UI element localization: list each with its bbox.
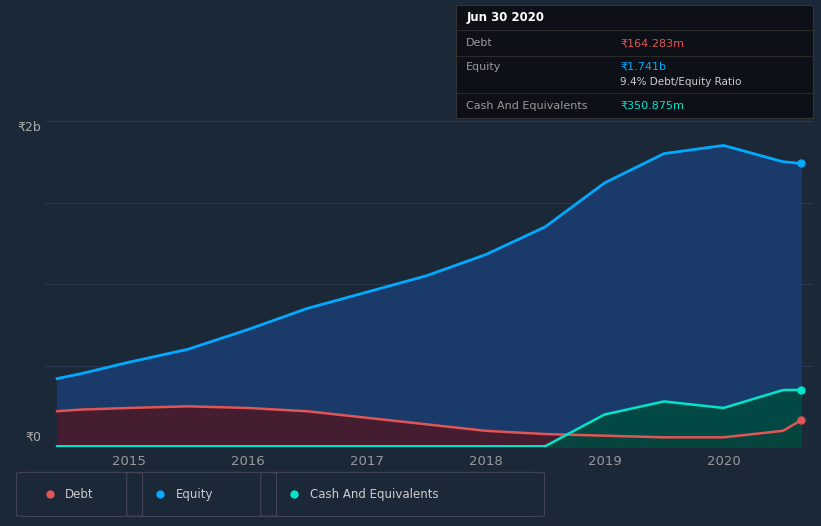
Text: 9.4% Debt/Equity Ratio: 9.4% Debt/Equity Ratio <box>620 77 741 87</box>
Text: Cash And Equivalents: Cash And Equivalents <box>466 101 588 111</box>
Text: ₹2b: ₹2b <box>17 121 41 134</box>
Text: Debt: Debt <box>466 38 493 48</box>
Text: ₹350.875m: ₹350.875m <box>620 101 684 111</box>
Text: ₹0: ₹0 <box>25 431 41 444</box>
Text: ₹164.283m: ₹164.283m <box>620 38 684 48</box>
Text: Cash And Equivalents: Cash And Equivalents <box>310 488 438 501</box>
Text: ₹1.741b: ₹1.741b <box>620 62 666 72</box>
Text: Equity: Equity <box>466 62 502 72</box>
Text: Debt: Debt <box>66 488 94 501</box>
Text: Equity: Equity <box>176 488 213 501</box>
Text: Jun 30 2020: Jun 30 2020 <box>466 11 544 24</box>
